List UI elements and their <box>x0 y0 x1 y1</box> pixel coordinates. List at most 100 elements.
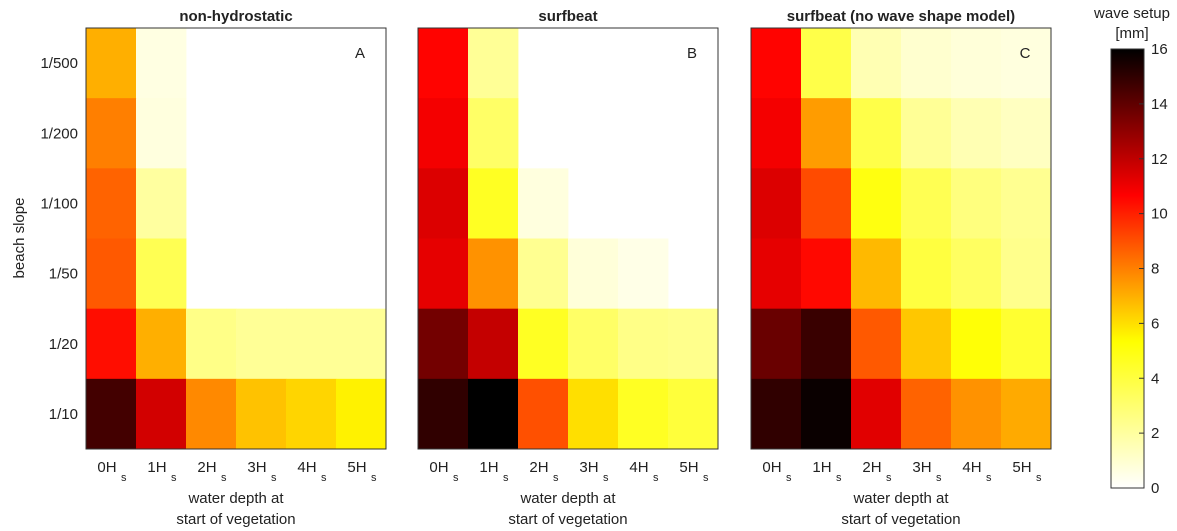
y-axis-label: beach slope <box>11 198 28 279</box>
heatmap-cell <box>468 28 519 99</box>
heatmap-cell <box>418 308 469 380</box>
x-tick-label: 2H <box>529 459 548 476</box>
heatmap-cell <box>851 98 902 169</box>
heatmap-cell <box>468 238 519 310</box>
heatmap-cell <box>86 98 137 169</box>
heatmap-cell <box>901 28 952 99</box>
panel-frame <box>417 27 719 450</box>
heatmap-cell <box>901 98 952 169</box>
x-axis-label-line1: water depth at <box>519 490 616 507</box>
heatmap-cell <box>801 168 852 239</box>
heatmap-cell <box>418 98 469 169</box>
x-tick-subscript: s <box>1036 472 1042 484</box>
x-tick-subscript: s <box>936 472 942 484</box>
x-tick-subscript: s <box>171 472 177 484</box>
heatmap-cell <box>618 238 669 310</box>
heatmap-cell <box>518 238 569 310</box>
heatmap-cell <box>901 238 952 310</box>
heatmap-cell <box>751 378 802 450</box>
panel-title: surfbeat <box>538 8 597 25</box>
heatmap-cell <box>901 378 952 450</box>
heatmap-cell <box>136 98 187 169</box>
x-tick-label: 1H <box>479 459 498 476</box>
panel-c: surfbeat (no wave shape model) C 0H s 1H s 2H s… <box>750 8 1052 528</box>
x-axis-label-line2: start of vegetation <box>841 511 960 528</box>
x-tick-subscript: s <box>603 472 609 484</box>
panel-title: surfbeat (no wave shape model) <box>787 8 1015 25</box>
heatmap-cell <box>336 378 387 450</box>
heatmap-panels: non-hydrostatic A 0H s 1H s 2H s 3H s 4H s 5H s water … <box>40 8 1052 528</box>
heatmap-cell <box>86 238 137 310</box>
heatmap-cell <box>186 378 237 450</box>
y-tick-label: 1/100 <box>40 195 78 212</box>
heatmap-cell <box>468 168 519 239</box>
x-tick-label: 4H <box>629 459 648 476</box>
colorbar-title-line1: wave setup <box>1093 5 1170 22</box>
x-tick-subscript: s <box>886 472 892 484</box>
heatmap-cell <box>751 98 802 169</box>
x-tick-label: 3H <box>247 459 266 476</box>
heatmap-cell <box>236 308 287 380</box>
heatmap-cell <box>851 378 902 450</box>
x-axis-label-line2: start of vegetation <box>176 511 295 528</box>
x-tick-subscript: s <box>986 472 992 484</box>
x-axis-label-line1: water depth at <box>852 490 949 507</box>
heatmap-cell <box>336 308 387 380</box>
panel-letter: B <box>687 45 697 62</box>
x-tick-label: 3H <box>912 459 931 476</box>
heatmap-cell <box>86 308 137 380</box>
x-tick-label: 2H <box>862 459 881 476</box>
panel-b: surfbeat B 0H s 1H s 2H s 3H s 4H s 5H s water depth a… <box>417 8 719 528</box>
heatmap-cell <box>801 238 852 310</box>
y-tick-label: 1/200 <box>40 125 78 142</box>
heatmap-cell <box>418 168 469 239</box>
heatmap-cell <box>618 308 669 380</box>
x-tick-subscript: s <box>453 472 459 484</box>
x-tick-subscript: s <box>703 472 709 484</box>
heatmap-cell <box>851 28 902 99</box>
colorbar: wave setup [mm] 0 2 4 6 8 10 12 14 16 <box>1093 5 1170 497</box>
x-tick-label: 4H <box>297 459 316 476</box>
x-tick-subscript: s <box>836 472 842 484</box>
x-tick-label: 0H <box>762 459 781 476</box>
x-tick-label: 5H <box>679 459 698 476</box>
x-axis-label-line2: start of vegetation <box>508 511 627 528</box>
heatmap-cell <box>801 98 852 169</box>
heatmap-cell <box>851 308 902 380</box>
heatmap-cell <box>518 308 569 380</box>
x-tick-subscript: s <box>321 472 327 484</box>
x-tick-subscript: s <box>503 472 509 484</box>
x-tick-subscript: s <box>553 472 559 484</box>
heatmap-cell <box>951 308 1002 380</box>
colorbar-tick-label: 8 <box>1151 261 1159 278</box>
panel-frame <box>85 27 387 450</box>
y-tick-label: 1/500 <box>40 55 78 72</box>
heatmap-cell <box>468 378 519 450</box>
panel-letter: C <box>1020 45 1031 62</box>
heatmap-cell <box>668 308 719 380</box>
heatmap-cell <box>468 98 519 169</box>
heatmap-cell <box>86 28 137 99</box>
heatmap-cell <box>951 168 1002 239</box>
heatmap-cell <box>901 308 952 380</box>
heatmap-cell <box>468 308 519 380</box>
heatmap-cell <box>236 378 287 450</box>
heatmap-cell <box>951 98 1002 169</box>
heatmap-cell <box>568 308 619 380</box>
colorbar-tick-label: 10 <box>1151 206 1168 223</box>
panel-frame <box>750 27 1052 450</box>
colorbar-tick-label: 16 <box>1151 41 1168 58</box>
heatmap-cell <box>1001 168 1052 239</box>
panel-title: non-hydrostatic <box>179 8 292 25</box>
heatmap-cell <box>136 168 187 239</box>
x-tick-subscript: s <box>271 472 277 484</box>
heatmap-cell <box>901 168 952 239</box>
x-tick-subscript: s <box>653 472 659 484</box>
heatmap-cell <box>418 238 469 310</box>
x-tick-subscript: s <box>121 472 127 484</box>
heatmap-cell <box>801 28 852 99</box>
x-tick-label: 4H <box>962 459 981 476</box>
x-tick-label: 1H <box>147 459 166 476</box>
heatmap-cell <box>618 378 669 450</box>
